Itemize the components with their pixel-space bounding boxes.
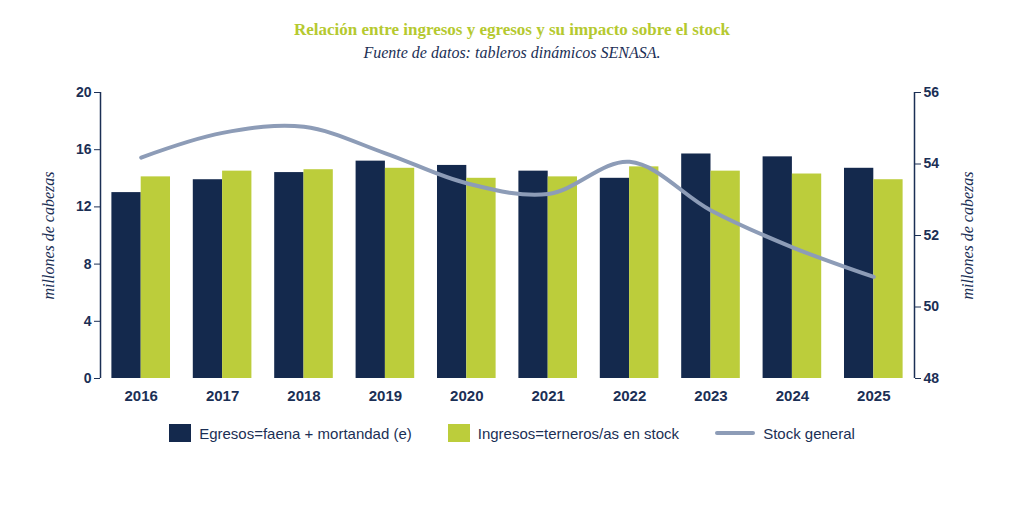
svg-text:2018: 2018 xyxy=(287,387,320,404)
html-text:Stock general: Stock general xyxy=(763,424,855,442)
svg-text:12: 12 xyxy=(76,198,92,214)
svg-text:20: 20 xyxy=(76,84,92,100)
svg-text:2025: 2025 xyxy=(857,387,890,404)
html-text:Relación entre ingresos y egre: Relación entre ingresos y egresos y su i… xyxy=(294,20,730,39)
svg-text:52: 52 xyxy=(924,227,940,243)
svg-text:0: 0 xyxy=(84,370,92,386)
svg-text:4: 4 xyxy=(84,313,92,329)
svg-text:50: 50 xyxy=(924,298,940,314)
svg-text:2019: 2019 xyxy=(369,387,402,404)
svg-text:2023: 2023 xyxy=(694,387,727,404)
svg-text:2021: 2021 xyxy=(532,387,565,404)
svg-text:54: 54 xyxy=(924,155,940,171)
svg-text:2020: 2020 xyxy=(450,387,483,404)
html-text:Egresos=faena + mortandad (e): Egresos=faena + mortandad (e) xyxy=(199,424,412,442)
svg-text:8: 8 xyxy=(84,256,92,272)
svg-text:48: 48 xyxy=(924,370,940,386)
svg-text:2022: 2022 xyxy=(613,387,646,404)
svg-text:2024: 2024 xyxy=(776,387,810,404)
svg-text:2017: 2017 xyxy=(206,387,239,404)
html-text:Ingresos=terneros/as en stock: Ingresos=terneros/as en stock xyxy=(477,424,680,442)
html-text:Fuente de datos: tableros diná: Fuente de datos: tableros dinámicos SENA… xyxy=(363,44,661,61)
svg-text:2016: 2016 xyxy=(125,387,158,404)
svg-text:16: 16 xyxy=(76,141,92,157)
svg-text:56: 56 xyxy=(924,84,940,100)
svg-text:millones de cabezas: millones de cabezas xyxy=(40,172,57,300)
svg-text:millones de cabezas: millones de cabezas xyxy=(959,172,976,300)
